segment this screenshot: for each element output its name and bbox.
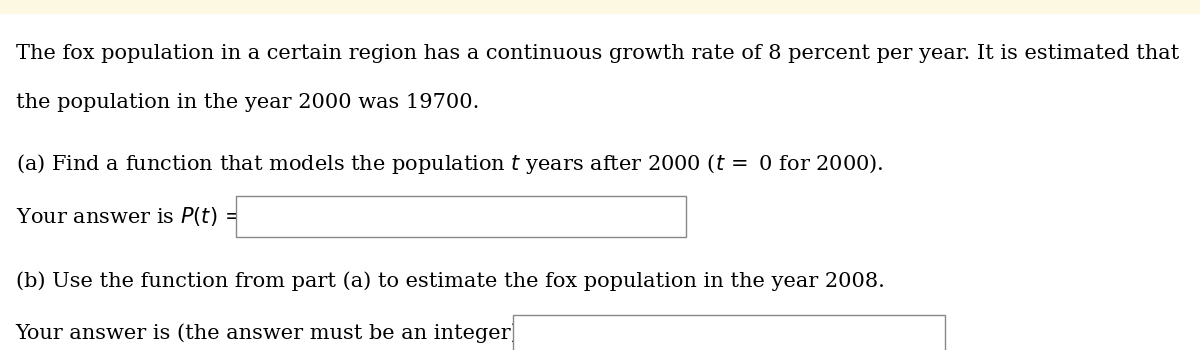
Bar (0, 0, 1200, 14)
Text: (a) Find a function that models the population $t$ years after 2000 ($t\,=$ 0 fo: (a) Find a function that models the popu… (16, 152, 883, 176)
Text: (b) Use the function from part (a) to estimate the fox population in the year 20: (b) Use the function from part (a) to es… (16, 271, 884, 291)
FancyBboxPatch shape (514, 315, 946, 350)
Text: the population in the year 2000 was 19700.: the population in the year 2000 was 1970… (16, 93, 479, 112)
Text: Your answer is (the answer must be an integer): Your answer is (the answer must be an in… (16, 324, 520, 343)
Text: Your answer is $P(t)\,=$: Your answer is $P(t)\,=$ (16, 205, 241, 228)
Text: The fox population in a certain region has a continuous growth rate of 8 percent: The fox population in a certain region h… (16, 44, 1178, 63)
FancyBboxPatch shape (235, 196, 685, 237)
